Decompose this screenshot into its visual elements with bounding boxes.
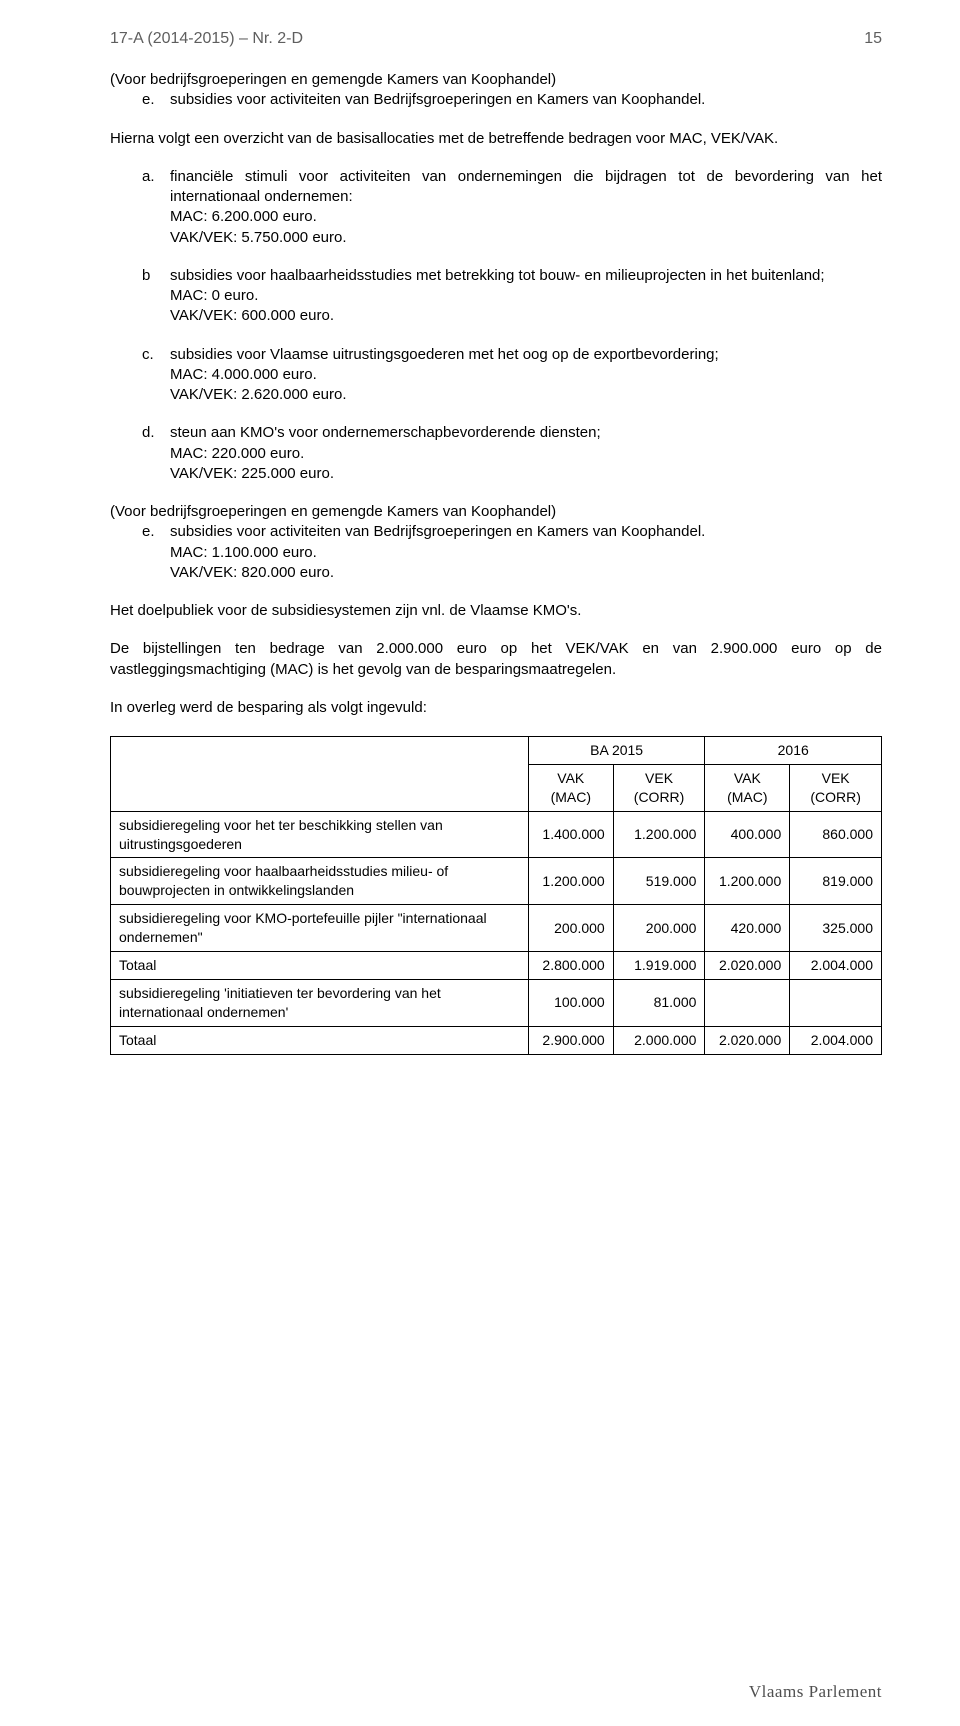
page-number: 15 xyxy=(864,30,882,48)
row-3-c2: 1.919.000 xyxy=(613,952,705,980)
target-audience-paragraph: Het doelpubliek voor de subsidiesystemen… xyxy=(110,601,882,621)
row-3-c1: 2.800.000 xyxy=(528,952,613,980)
row-1-c1: 1.200.000 xyxy=(528,858,613,905)
item-c-mac: MAC: 4.000.000 euro. xyxy=(170,365,882,385)
item-d-text: steun aan KMO's voor ondernemerschapbevo… xyxy=(170,423,882,443)
item-e-mac: MAC: 1.100.000 euro. xyxy=(170,543,882,563)
row-4-c1: 100.000 xyxy=(528,979,613,1026)
row-0-c3: 400.000 xyxy=(705,811,790,858)
item-e-text: subsidies voor activiteiten van Bedrijfs… xyxy=(170,522,882,542)
row-0-label: subsidieregeling voor het ter beschikkin… xyxy=(111,811,529,858)
row-3-c4: 2.004.000 xyxy=(790,952,882,980)
overview-paragraph: Hierna volgt een overzicht van de basisa… xyxy=(110,129,882,149)
row-2-c4: 325.000 xyxy=(790,905,882,952)
row-3-label: Totaal xyxy=(111,952,529,980)
table-corner-blank xyxy=(111,737,529,812)
row-1-c2: 519.000 xyxy=(613,858,705,905)
table-row-total: Totaal 2.900.000 2.000.000 2.020.000 2.0… xyxy=(111,1026,882,1054)
row-2-c3: 420.000 xyxy=(705,905,790,952)
item-a-mac: MAC: 6.200.000 euro. xyxy=(170,207,882,227)
row-5-c2: 2.000.000 xyxy=(613,1026,705,1054)
table-col-2015: BA 2015 xyxy=(528,737,705,765)
item-b-marker: b xyxy=(142,266,170,327)
row-5-c3: 2.020.000 xyxy=(705,1026,790,1054)
th-vek-corr-1: VEK (CORR) xyxy=(613,764,705,811)
intro-lead: (Voor bedrijfsgroeperingen en gemengde K… xyxy=(110,71,556,88)
th-vak-mac-1: VAK (MAC) xyxy=(528,764,613,811)
table-header-group-row: BA 2015 2016 xyxy=(111,737,882,765)
item-c-text: subsidies voor Vlaamse uitrustingsgoeder… xyxy=(170,345,882,365)
item-b-mac: MAC: 0 euro. xyxy=(170,286,882,306)
row-0-c4: 860.000 xyxy=(790,811,882,858)
budget-table: BA 2015 2016 VAK (MAC) VEK (CORR) VAK (M… xyxy=(110,736,882,1055)
row-1-c4: 819.000 xyxy=(790,858,882,905)
item-a-marker: a. xyxy=(142,167,170,248)
item-c: c. subsidies voor Vlaamse uitrustingsgoe… xyxy=(142,345,882,406)
table-row-total: Totaal 2.800.000 1.919.000 2.020.000 2.0… xyxy=(111,952,882,980)
table-col-2016: 2016 xyxy=(705,737,882,765)
table-row: subsidieregeling voor het ter beschikkin… xyxy=(111,811,882,858)
row-5-c1: 2.900.000 xyxy=(528,1026,613,1054)
intro-block-1: (Voor bedrijfsgroeperingen en gemengde K… xyxy=(110,70,882,111)
row-3-c3: 2.020.000 xyxy=(705,952,790,980)
item-c-marker: c. xyxy=(142,345,170,406)
doc-ref: 17-A (2014-2015) – Nr. 2-D xyxy=(110,30,303,48)
item-e-block: (Voor bedrijfsgroeperingen en gemengde K… xyxy=(110,502,882,583)
item-d-vakvek: VAK/VEK: 225.000 euro. xyxy=(170,464,882,484)
item-d-mac: MAC: 220.000 euro. xyxy=(170,444,882,464)
row-2-c1: 200.000 xyxy=(528,905,613,952)
row-0-c2: 1.200.000 xyxy=(613,811,705,858)
row-4-c3 xyxy=(705,979,790,1026)
row-1-label: subsidieregeling voor haalbaarheidsstudi… xyxy=(111,858,529,905)
row-1-c3: 1.200.000 xyxy=(705,858,790,905)
item-a: a. financiële stimuli voor activiteiten … xyxy=(142,167,882,248)
item-a-text: financiële stimuli voor activiteiten van… xyxy=(170,167,882,208)
document-page: 17-A (2014-2015) – Nr. 2-D 15 (Voor bedr… xyxy=(0,0,960,1726)
item-c-vakvek: VAK/VEK: 2.620.000 euro. xyxy=(170,385,882,405)
row-5-c4: 2.004.000 xyxy=(790,1026,882,1054)
row-5-label: Totaal xyxy=(111,1026,529,1054)
row-4-c2: 81.000 xyxy=(613,979,705,1026)
table-row: subsidieregeling 'initiatieven ter bevor… xyxy=(111,979,882,1026)
th-vek-corr-2: VEK (CORR) xyxy=(790,764,882,811)
item-e-marker: e. xyxy=(142,522,170,583)
item-b: b subsidies voor haalbaarheidsstudies me… xyxy=(142,266,882,327)
item-e-text-top: subsidies voor activiteiten van Bedrijfs… xyxy=(170,90,882,110)
item-e-marker-top: e. xyxy=(142,90,170,110)
item-e-lead: (Voor bedrijfsgroeperingen en gemengde K… xyxy=(110,503,556,520)
footer-brand: Vlaams Parlement xyxy=(749,1682,882,1702)
row-4-label: subsidieregeling 'initiatieven ter bevor… xyxy=(111,979,529,1026)
adjustments-paragraph: De bijstellingen ten bedrage van 2.000.0… xyxy=(110,639,882,680)
row-0-c1: 1.400.000 xyxy=(528,811,613,858)
row-2-label: subsidieregeling voor KMO-portefeuille p… xyxy=(111,905,529,952)
item-a-vakvek: VAK/VEK: 5.750.000 euro. xyxy=(170,228,882,248)
savings-intro-paragraph: In overleg werd de besparing als volgt i… xyxy=(110,698,882,718)
item-d: d. steun aan KMO's voor ondernemerschapb… xyxy=(142,423,882,484)
item-b-text: subsidies voor haalbaarheidsstudies met … xyxy=(170,266,882,286)
th-vak-mac-2: VAK (MAC) xyxy=(705,764,790,811)
item-b-vakvek: VAK/VEK: 600.000 euro. xyxy=(170,306,882,326)
row-2-c2: 200.000 xyxy=(613,905,705,952)
table-row: subsidieregeling voor haalbaarheidsstudi… xyxy=(111,858,882,905)
item-d-marker: d. xyxy=(142,423,170,484)
document-body: (Voor bedrijfsgroeperingen en gemengde K… xyxy=(110,70,882,1055)
item-e-vakvek: VAK/VEK: 820.000 euro. xyxy=(170,563,882,583)
page-header: 17-A (2014-2015) – Nr. 2-D 15 xyxy=(110,30,882,48)
intro-item-e: e. subsidies voor activiteiten van Bedri… xyxy=(142,90,882,110)
table-row: subsidieregeling voor KMO-portefeuille p… xyxy=(111,905,882,952)
row-4-c4 xyxy=(790,979,882,1026)
